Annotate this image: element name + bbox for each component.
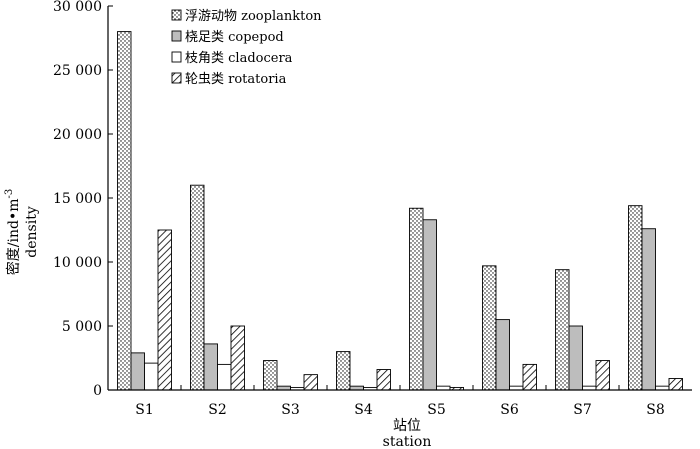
y-tick-label: 0 — [93, 383, 102, 399]
legend: 浮游动物 zooplankton 桡足类 copepod 枝角类 cladocera… — [171, 9, 322, 87]
bar — [190, 184, 205, 391]
bar — [230, 325, 245, 391]
bar — [568, 325, 583, 391]
legend-label: 浮游动物 zooplankton — [185, 9, 322, 24]
y-axis-ticks: 0 5 000 10 000 15 000 20 000 25 000 30 000 — [53, 0, 113, 399]
bar — [595, 360, 610, 391]
bar — [422, 219, 437, 391]
legend-label: 轮虫类 rotatoria — [185, 72, 287, 87]
legend-swatch — [171, 51, 182, 63]
bar — [130, 352, 145, 391]
x-tick-label: S3 — [281, 402, 300, 418]
x-tick-label: S6 — [500, 402, 519, 418]
bar — [336, 351, 351, 391]
x-tick-label: S2 — [208, 402, 227, 418]
y-axis-label: 密度/ind•m — [5, 199, 22, 276]
bar — [117, 31, 132, 391]
y-axis-label-en: density — [24, 206, 40, 258]
y-tick-label: 15 000 — [53, 191, 102, 207]
bar — [409, 207, 424, 391]
y-tick-label: 25 000 — [53, 63, 102, 79]
bar — [628, 205, 643, 391]
legend-swatch — [171, 72, 182, 84]
y-axis-label-superscript: -3 — [4, 189, 15, 199]
bar — [495, 319, 510, 391]
x-axis-label-en: station — [383, 434, 432, 449]
bar — [157, 229, 172, 391]
bar — [144, 362, 159, 391]
legend-label: 桡足类 copepod — [185, 30, 284, 45]
bar — [641, 228, 656, 391]
x-tick-label: S5 — [427, 402, 446, 418]
legend-swatch — [171, 30, 182, 42]
bar — [668, 378, 683, 391]
x-tick-label: S4 — [354, 402, 373, 418]
legend-swatch — [171, 9, 182, 21]
bar — [376, 369, 391, 391]
x-tick-label: S8 — [646, 402, 665, 418]
bar — [263, 360, 278, 391]
y-tick-label: 10 000 — [53, 255, 102, 271]
x-axis-ticks: S1 S2 S3 S4 S5 S6 S7 S8 — [135, 385, 665, 418]
legend-label: 枝角类 cladocera — [185, 51, 293, 66]
bar — [303, 374, 318, 391]
bar — [555, 269, 570, 391]
y-axis-title: 密度/ind•m-3 density — [4, 189, 40, 275]
x-tick-label: S1 — [135, 402, 154, 418]
y-tick-label: 20 000 — [53, 127, 102, 143]
bar — [482, 265, 497, 391]
x-tick-label: S7 — [573, 402, 592, 418]
y-tick-label: 5 000 — [62, 319, 102, 335]
bar — [203, 343, 218, 391]
svg-text:密度/ind•m-3: 密度/ind•m-3 — [4, 189, 22, 275]
bar — [217, 363, 232, 391]
y-tick-label: 30 000 — [53, 0, 102, 15]
bar — [522, 363, 537, 391]
bars — [117, 31, 683, 391]
x-axis-label: 站位 — [393, 418, 421, 434]
